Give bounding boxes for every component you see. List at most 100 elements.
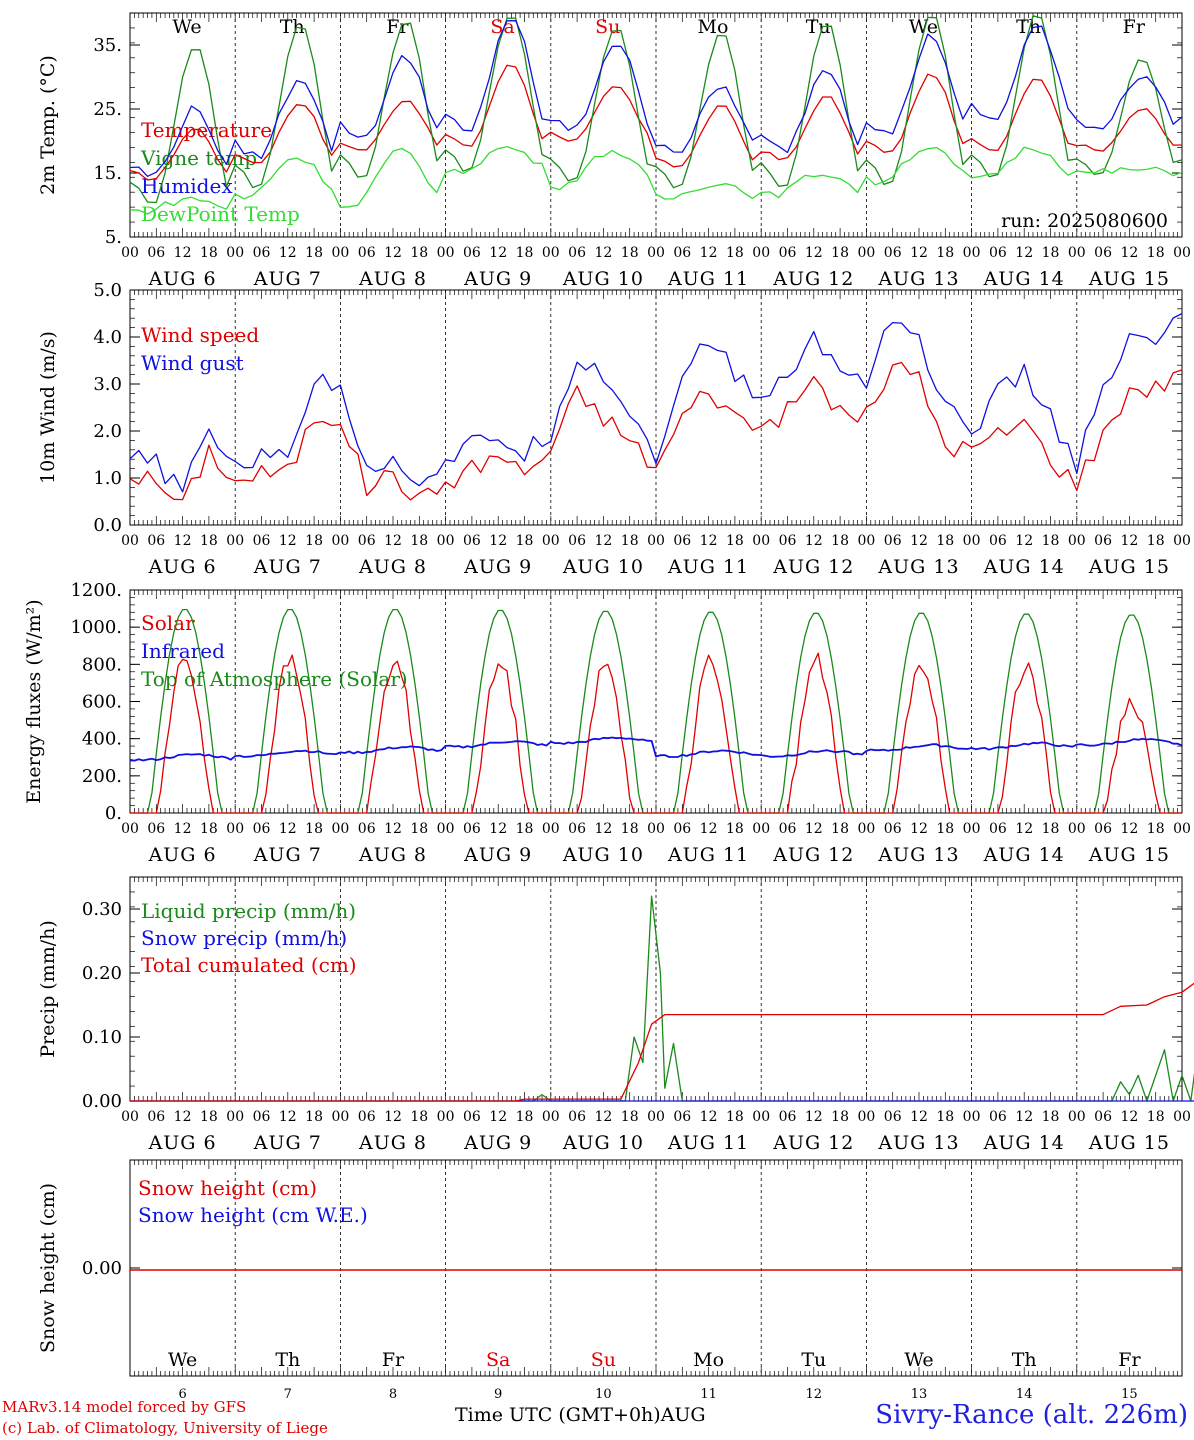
day-number-label: 10 <box>595 1387 612 1402</box>
panel-1: 5. 15. 25. 35. 2m Temp. (°C) 00 06 12 18 00 06 12 18… <box>37 12 1191 290</box>
hour-tick-label: 12 <box>700 821 718 837</box>
y-tick-label: 800. <box>82 654 122 675</box>
hour-tick-label: 00 <box>331 1109 349 1125</box>
hour-tick-label: 00 <box>963 245 981 261</box>
hour-tick-label: 06 <box>1094 1109 1112 1125</box>
hour-tick-label: 12 <box>384 821 402 837</box>
hour-tick-label: 18 <box>621 821 639 837</box>
y-tick-label: 1000. <box>70 617 122 638</box>
day-number-label: 13 <box>911 1387 928 1402</box>
weekday-label: Th <box>280 16 305 38</box>
hour-tick-label: 06 <box>989 245 1007 261</box>
hour-tick-label: 00 <box>647 1109 665 1125</box>
y-tick-label: 2.0 <box>93 421 122 442</box>
hour-tick-label: 00 <box>963 533 981 549</box>
panel-2: 0.0 1.0 2.0 3.0 4.0 5.0 10m Wind (m/s) 00 06 12 18… <box>37 280 1191 578</box>
series-line-infrared <box>129 736 1183 762</box>
date-label: AUG 7 <box>253 556 322 578</box>
hour-tick-label: 06 <box>463 1109 481 1125</box>
hour-tick-label: 06 <box>568 245 586 261</box>
hour-tick-label: 00 <box>121 1109 139 1125</box>
hour-tick-label: 00 <box>1173 821 1191 837</box>
hour-tick-label: 12 <box>1015 533 1033 549</box>
hour-tick-label: 06 <box>568 821 586 837</box>
day-number-label: 14 <box>1016 1387 1033 1402</box>
series-line-dewpoint-temp <box>129 145 1183 215</box>
hour-tick-label: 12 <box>700 1109 718 1125</box>
hour-tick-label: 18 <box>1042 821 1060 837</box>
legend-entry: Snow height (cm W.E.) <box>138 1203 368 1227</box>
weekday-label: Sa <box>486 1349 510 1371</box>
hour-tick-label: 00 <box>331 821 349 837</box>
hour-tick-label: 06 <box>253 245 271 261</box>
date-label: AUG 7 <box>253 1132 322 1154</box>
date-label: AUG 8 <box>358 844 427 866</box>
hour-tick-label: 06 <box>884 245 902 261</box>
hour-tick-label: 00 <box>331 245 349 261</box>
hour-tick-label: 00 <box>1068 533 1086 549</box>
hour-tick-label: 06 <box>884 1109 902 1125</box>
y-tick-label: 0.20 <box>82 963 122 984</box>
hour-tick-label: 12 <box>1015 821 1033 837</box>
date-label: AUG 10 <box>562 556 644 578</box>
day-number-label: 6 <box>178 1387 186 1402</box>
hour-tick-label: 18 <box>516 821 534 837</box>
hour-tick-label: 06 <box>358 1109 376 1125</box>
legend-entry: Snow precip (mm/h) <box>141 926 347 950</box>
series-line-solar <box>130 652 1182 814</box>
time-axis-month: AUG <box>660 1404 706 1426</box>
hour-tick-label: 06 <box>253 821 271 837</box>
hour-tick-label: 06 <box>147 821 165 837</box>
y-tick-label: 3.0 <box>93 374 122 395</box>
hour-tick-label: 12 <box>174 1109 192 1125</box>
hour-tick-label: 00 <box>1068 1109 1086 1125</box>
day-number-label: 15 <box>1121 1387 1138 1402</box>
date-label: AUG 11 <box>667 1132 749 1154</box>
date-label: AUG 12 <box>772 556 854 578</box>
hour-tick-label: 18 <box>936 1109 954 1125</box>
hour-tick-label: 06 <box>673 1109 691 1125</box>
date-label: AUG 13 <box>877 1132 959 1154</box>
hour-tick-label: 06 <box>147 245 165 261</box>
hour-tick-label: 06 <box>568 533 586 549</box>
hour-tick-label: 18 <box>831 533 849 549</box>
hour-tick-label: 00 <box>1173 533 1191 549</box>
weekday-label: Su <box>595 16 620 38</box>
hour-tick-label: 18 <box>1147 245 1165 261</box>
hour-tick-label: 00 <box>226 1109 244 1125</box>
hour-tick-label: 00 <box>752 245 770 261</box>
y-axis-label: 10m Wind (m/s) <box>37 331 59 484</box>
hour-tick-label: 18 <box>410 245 428 261</box>
hour-tick-label: 00 <box>963 821 981 837</box>
hour-tick-label: 18 <box>831 1109 849 1125</box>
date-label: AUG 12 <box>772 268 854 290</box>
hour-tick-label: 18 <box>726 533 744 549</box>
hour-tick-label: 18 <box>1147 533 1165 549</box>
legend-entry: Snow height (cm) <box>138 1176 317 1200</box>
y-tick-label: 5.0 <box>93 280 122 301</box>
weekday-label: We <box>909 16 938 38</box>
hour-tick-label: 00 <box>647 821 665 837</box>
day-number-label: 11 <box>700 1387 717 1402</box>
hour-tick-label: 06 <box>989 821 1007 837</box>
date-label: AUG 6 <box>148 844 217 866</box>
weekday-label: Sa <box>490 16 514 38</box>
hour-tick-label: 18 <box>936 821 954 837</box>
station-name: Sivry-Rance (alt. 226m) <box>875 1400 1188 1430</box>
date-label: AUG 12 <box>772 844 854 866</box>
hour-tick-label: 18 <box>516 245 534 261</box>
hour-tick-label: 12 <box>1120 1109 1138 1125</box>
hour-tick-label: 06 <box>463 821 481 837</box>
hour-tick-label: 06 <box>463 533 481 549</box>
date-label: AUG 15 <box>1088 556 1170 578</box>
date-label: AUG 14 <box>983 268 1065 290</box>
legend-entry: Solar <box>141 611 195 635</box>
hour-tick-label: 06 <box>884 821 902 837</box>
date-label: AUG 10 <box>562 268 644 290</box>
hour-tick-label: 00 <box>437 533 455 549</box>
y-tick-label: 600. <box>82 692 122 713</box>
date-label: AUG 6 <box>148 556 217 578</box>
hour-tick-label: 06 <box>358 533 376 549</box>
y-tick-label: 0.30 <box>82 899 122 920</box>
date-label: AUG 13 <box>877 268 959 290</box>
